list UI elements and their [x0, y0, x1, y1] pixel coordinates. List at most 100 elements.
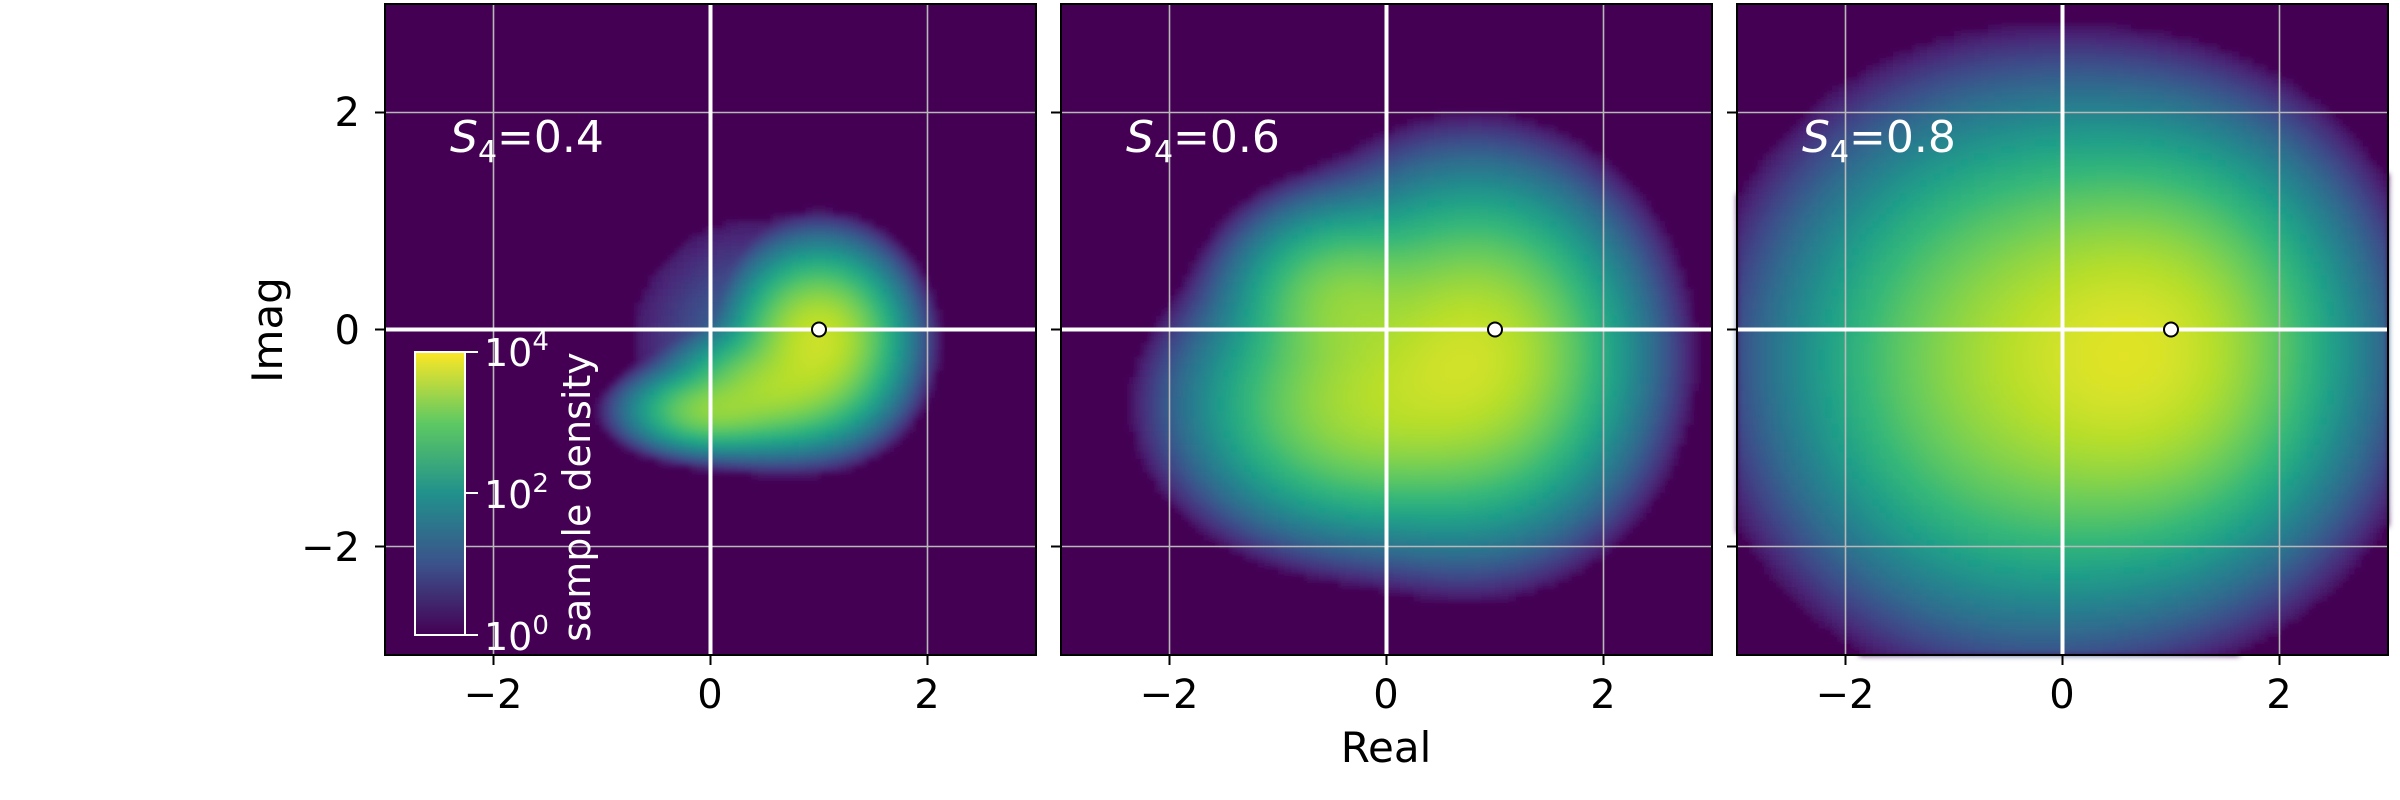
density-cell [839, 356, 847, 365]
density-cell [934, 349, 942, 358]
density-cell [859, 336, 868, 344]
density-cell [683, 254, 691, 263]
density-cell [1576, 322, 1584, 331]
density-cell [1583, 315, 1591, 324]
density-cell [1352, 146, 1360, 154]
density-cell [812, 336, 820, 344]
density-cell [1400, 343, 1408, 351]
density-cell [1128, 424, 1137, 432]
density-cell [1596, 397, 1605, 405]
density-cell [846, 268, 854, 276]
density-cell [1603, 241, 1611, 249]
density-cell [1569, 397, 1577, 405]
density-cell [730, 248, 739, 256]
density-cell [1637, 397, 1645, 405]
density-cell [1400, 126, 1408, 134]
density-cell [778, 383, 786, 392]
density-cell [1542, 139, 1550, 148]
density-cell [927, 363, 935, 371]
density-cell [1162, 410, 1171, 419]
density-cell [1549, 370, 1557, 378]
density-cell [1216, 349, 1225, 358]
density-cell [1454, 417, 1462, 426]
density-cell [1372, 193, 1381, 202]
density-cell [1162, 356, 1171, 365]
density-cell [893, 356, 901, 365]
density-cell [839, 458, 847, 466]
density-cell [866, 275, 874, 283]
density-cell [1318, 200, 1327, 209]
density-cell [669, 390, 678, 398]
density-cell [1278, 288, 1286, 297]
density-cell [1481, 159, 1489, 168]
density-cell [649, 275, 657, 283]
density-cell [873, 417, 881, 426]
density-cell [1440, 390, 1449, 398]
density-cell [1393, 363, 1401, 371]
density-cell [1501, 451, 1510, 459]
density-cell [1142, 410, 1150, 419]
density-cell [832, 227, 840, 236]
density-cell [696, 349, 705, 358]
density-cell [1650, 376, 1659, 385]
density-cell [886, 343, 895, 351]
density-cell [1569, 451, 1577, 459]
density-cell [1372, 390, 1381, 398]
density-cell [717, 424, 725, 432]
density-cell [900, 356, 908, 365]
density-cell [1447, 417, 1455, 426]
density-cell [880, 268, 888, 276]
density-cell [1542, 424, 1550, 432]
density-cell [1684, 315, 1693, 324]
density-cell [1149, 376, 1157, 385]
density-cell [1461, 302, 1469, 310]
density-cell [1569, 349, 1577, 358]
density-cell [1216, 288, 1225, 297]
density-cell [1420, 166, 1428, 175]
density-cell [1257, 329, 1266, 337]
density-cell [1569, 444, 1577, 453]
density-cell [1352, 282, 1360, 290]
density-cell [778, 221, 786, 229]
density-cell [1257, 383, 1266, 392]
density-cell [1576, 261, 1584, 270]
density-cell [1264, 187, 1272, 195]
density-cell [696, 322, 705, 331]
density-cell [656, 404, 664, 412]
density-cell [873, 451, 881, 459]
density-cell [1386, 376, 1394, 385]
density-cell [1433, 112, 1442, 120]
density-cell [1467, 214, 1476, 222]
density-cell [1189, 309, 1198, 317]
density-cell [1183, 444, 1191, 453]
density-cell [1189, 302, 1198, 310]
density-cell [676, 376, 684, 385]
density-cell [1508, 417, 1516, 426]
density-cell [1393, 343, 1401, 351]
density-cell [1400, 397, 1408, 405]
density-cell [1216, 227, 1225, 236]
density-cell [642, 309, 651, 317]
density-cell [1528, 390, 1537, 398]
density-cell [1427, 214, 1435, 222]
density-cell [893, 241, 901, 249]
density-cell [1311, 248, 1320, 256]
density-cell [791, 241, 800, 249]
density-cell [751, 431, 759, 439]
density-cell [1216, 315, 1225, 324]
density-cell [1359, 214, 1367, 222]
density-cell [690, 241, 698, 249]
density-cell [1332, 322, 1340, 331]
density-cell [1237, 336, 1245, 344]
density-cell [1352, 451, 1360, 459]
density-cell [683, 288, 691, 297]
density-cell [1223, 322, 1232, 331]
density-cell [1678, 315, 1686, 324]
density-cell [1454, 363, 1462, 371]
density-cell [839, 268, 847, 276]
density-cell [825, 288, 834, 297]
density-cell [1257, 451, 1266, 459]
density-cell [1318, 207, 1327, 215]
density-cell [1345, 336, 1354, 344]
density-cell [710, 370, 718, 378]
